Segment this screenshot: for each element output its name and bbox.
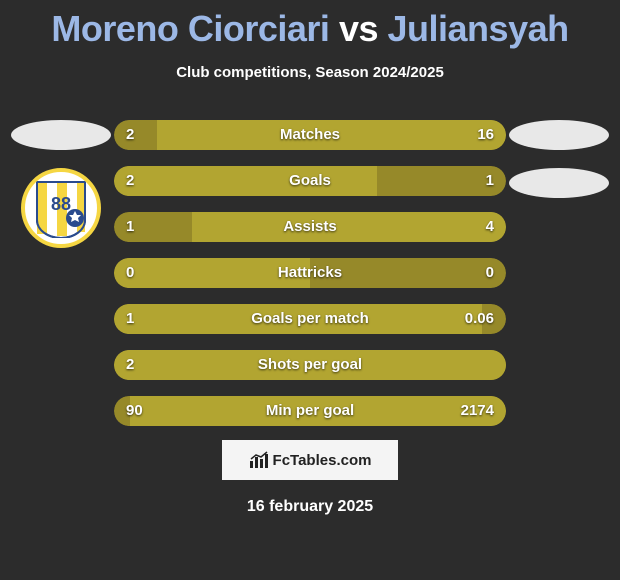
stat-row: 216Matches (114, 120, 506, 150)
bar-right-fill (157, 120, 506, 150)
bar-left-fill (114, 166, 377, 196)
watermark: FcTables.com (222, 440, 398, 480)
player2-club-placeholder (509, 168, 609, 198)
stat-row: 2Shots per goal (114, 350, 506, 380)
watermark-text: FcTables.com (273, 452, 372, 469)
stat-row: 902174Min per goal (114, 396, 506, 426)
player1-club-badge: 88 (21, 168, 101, 248)
svg-text:88: 88 (51, 194, 71, 214)
player2-name: Juliansyah (388, 8, 569, 49)
stat-row: 10.06Goals per match (114, 304, 506, 334)
player1-name: Moreno Ciorciari (51, 8, 329, 49)
chart-icon (249, 451, 269, 469)
subtitle: Club competitions, Season 2024/2025 (0, 64, 620, 81)
stat-row: 14Assists (114, 212, 506, 242)
bar-left-fill (114, 258, 310, 288)
club-badge-icon: 88 (31, 178, 91, 238)
bar-left-fill (114, 304, 482, 334)
bar-right-fill (130, 396, 506, 426)
date: 16 february 2025 (0, 498, 620, 516)
stats-bars: 216Matches 21Goals 14Assists 00Hattricks 10.… (114, 120, 506, 442)
left-avatar-column: 88 (8, 120, 114, 248)
bar-left-fill (114, 350, 506, 380)
bar-right-fill (192, 212, 506, 242)
comparison-title: Moreno Ciorciari vs Juliansyah (0, 0, 620, 50)
vs-text: vs (339, 8, 378, 49)
player2-photo-placeholder (509, 120, 609, 150)
stat-row: 21Goals (114, 166, 506, 196)
stat-row: 00Hattricks (114, 258, 506, 288)
right-avatar-column (506, 120, 612, 216)
player1-photo-placeholder (11, 120, 111, 150)
